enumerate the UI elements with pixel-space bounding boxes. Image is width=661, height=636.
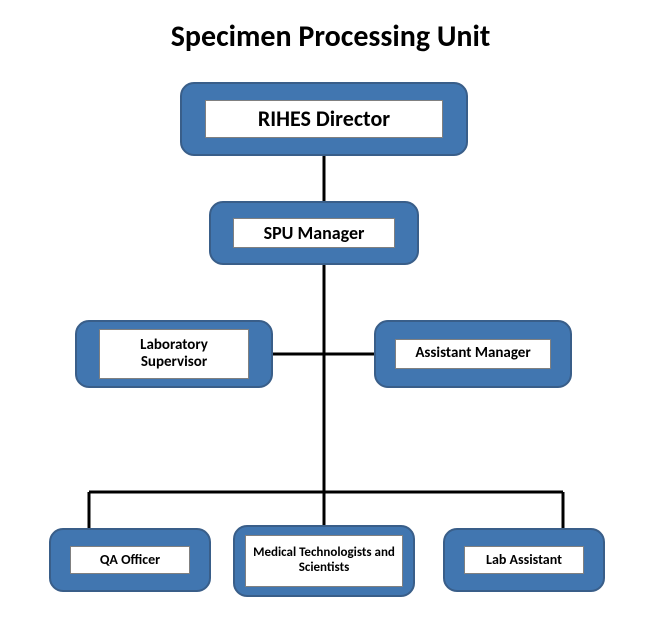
- node-assistant-manager-label: Assistant Manager: [395, 339, 551, 369]
- node-medical-technologists: Medical Technologists and Scientists: [233, 525, 415, 597]
- node-medical-technologists-label: Medical Technologists and Scientists: [245, 535, 403, 587]
- node-qa-officer: QA Officer: [49, 528, 211, 592]
- node-manager-label: SPU Manager: [233, 218, 395, 248]
- org-chart-canvas: Specimen Processing Unit RIHES Director …: [0, 0, 661, 636]
- node-supervisor-label: Laboratory Supervisor: [99, 329, 249, 379]
- node-director-label: RIHES Director: [205, 100, 443, 138]
- node-supervisor: Laboratory Supervisor: [75, 320, 273, 388]
- node-qa-officer-label: QA Officer: [70, 546, 190, 574]
- node-lab-assistant: Lab Assistant: [443, 528, 605, 592]
- node-director: RIHES Director: [180, 82, 468, 156]
- node-lab-assistant-label: Lab Assistant: [464, 546, 584, 574]
- chart-title: Specimen Processing Unit: [0, 18, 661, 55]
- node-assistant-manager: Assistant Manager: [374, 320, 572, 388]
- node-manager: SPU Manager: [209, 201, 419, 265]
